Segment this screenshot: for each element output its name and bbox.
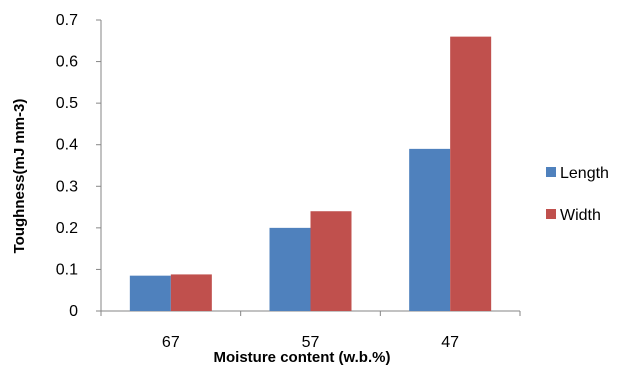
bar-width-57	[310, 211, 352, 311]
bar-width-67	[170, 274, 212, 311]
y-tick-label: 0.3	[56, 178, 78, 195]
y-tick-label: 0.2	[56, 220, 78, 237]
bars	[129, 36, 492, 311]
legend-label-width: Width	[560, 207, 601, 224]
y-tick-label: 0.6	[56, 54, 78, 71]
y-tick-label: 0.5	[56, 95, 78, 112]
x-tick-label: 47	[441, 334, 459, 351]
y-tick-label: 0.7	[56, 12, 78, 29]
y-axis-title: Toughness(mJ mm-3)	[11, 99, 28, 254]
x-tick-label: 67	[162, 334, 180, 351]
bar-length-47	[409, 148, 451, 311]
legend-label-length: Length	[560, 165, 609, 182]
legend-swatch-length	[546, 167, 556, 177]
y-tick-label: 0.1	[56, 261, 78, 278]
x-tick-label: 57	[302, 334, 320, 351]
bar-width-47	[450, 36, 492, 311]
legend: Length Width	[546, 165, 609, 224]
bar-length-67	[129, 275, 171, 311]
y-axis: 0 0.1 0.2 0.3 0.4 0.5 0.6 0.7	[56, 12, 102, 320]
y-tick-label: 0	[69, 303, 78, 320]
x-axis-title: Moisture content (w.b.%)	[214, 349, 391, 366]
legend-swatch-width	[546, 209, 556, 219]
x-axis: 67 57 47	[100, 310, 521, 351]
bar-length-57	[269, 227, 311, 311]
y-tick-label: 0.4	[56, 137, 78, 154]
